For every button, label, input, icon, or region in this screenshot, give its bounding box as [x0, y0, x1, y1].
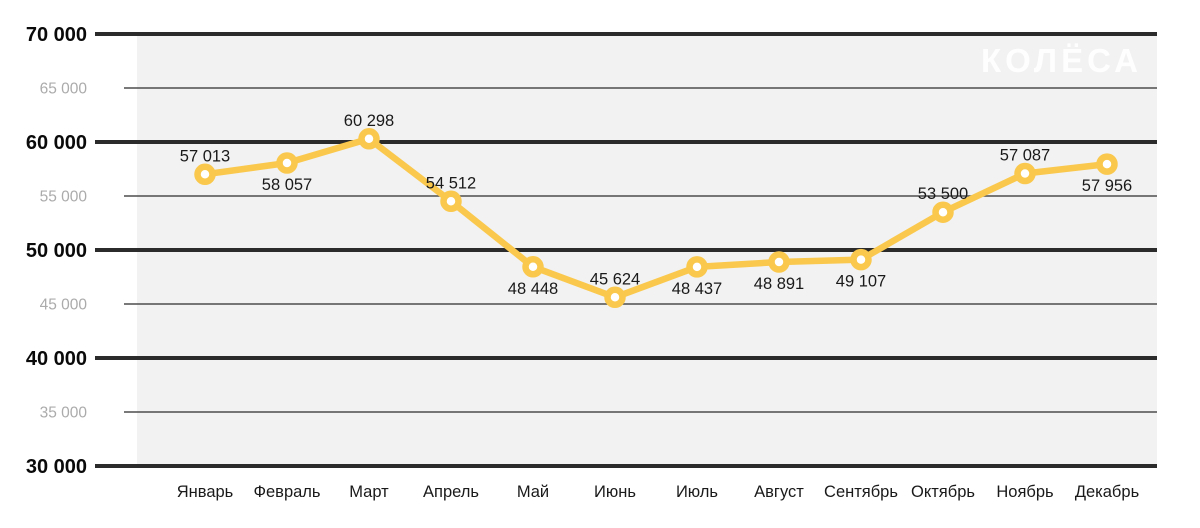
x-axis-label: Март	[349, 483, 389, 501]
data-point-marker	[1096, 153, 1118, 175]
data-point-marker	[604, 286, 626, 309]
data-point-label: 57 013	[180, 147, 230, 165]
x-axis-label: Сентябрь	[824, 483, 898, 501]
data-point-marker	[850, 248, 872, 271]
x-axis-label: Август	[754, 483, 804, 501]
data-point-label: 58 057	[262, 176, 312, 194]
x-axis-label: Январь	[177, 483, 234, 501]
y-axis-major-tick-label: 50 000	[26, 240, 87, 262]
x-axis-label: Апрель	[423, 483, 479, 501]
data-point-marker	[932, 201, 954, 223]
data-point-marker	[686, 256, 708, 278]
data-point-label: 57 087	[1000, 147, 1050, 165]
data-point-marker	[276, 152, 298, 174]
y-axis-major-tick-label: 70 000	[26, 24, 87, 46]
y-axis-minor-tick-label: 55 000	[40, 189, 88, 206]
data-point-label: 48 437	[672, 280, 722, 298]
data-point-label: 60 298	[344, 112, 394, 130]
y-axis-minor-tick-label: 65 000	[40, 81, 88, 98]
x-axis-label: Июль	[676, 483, 718, 501]
x-axis-label: Июнь	[594, 483, 636, 501]
data-point-marker	[768, 251, 790, 273]
x-axis-label: Май	[517, 483, 549, 501]
data-point-marker	[194, 163, 216, 186]
data-point-label: 49 107	[836, 273, 886, 291]
data-point-label: 48 448	[508, 280, 558, 298]
x-axis-label: Декабрь	[1075, 483, 1139, 501]
x-axis-label: Февраль	[253, 483, 320, 501]
data-point-marker	[358, 128, 380, 150]
data-point-marker	[1014, 162, 1036, 185]
y-axis-minor-tick-label: 45 000	[40, 297, 88, 314]
data-point-marker	[440, 190, 462, 213]
y-axis-major-tick-label: 30 000	[26, 456, 87, 478]
x-axis-label: Ноябрь	[996, 483, 1053, 501]
data-point-label: 45 624	[590, 270, 640, 288]
data-point-label: 53 500	[918, 185, 968, 203]
data-point-marker	[522, 256, 544, 278]
data-point-label: 48 891	[754, 275, 804, 293]
x-axis-label: Октябрь	[911, 483, 975, 501]
data-line	[201, 135, 1111, 301]
data-point-label: 57 956	[1082, 177, 1132, 195]
y-axis-minor-tick-label: 35 000	[40, 405, 88, 422]
data-point-label: 54 512	[426, 174, 476, 192]
y-axis-major-tick-label: 40 000	[26, 348, 87, 370]
y-axis-major-tick-label: 60 000	[26, 132, 87, 154]
